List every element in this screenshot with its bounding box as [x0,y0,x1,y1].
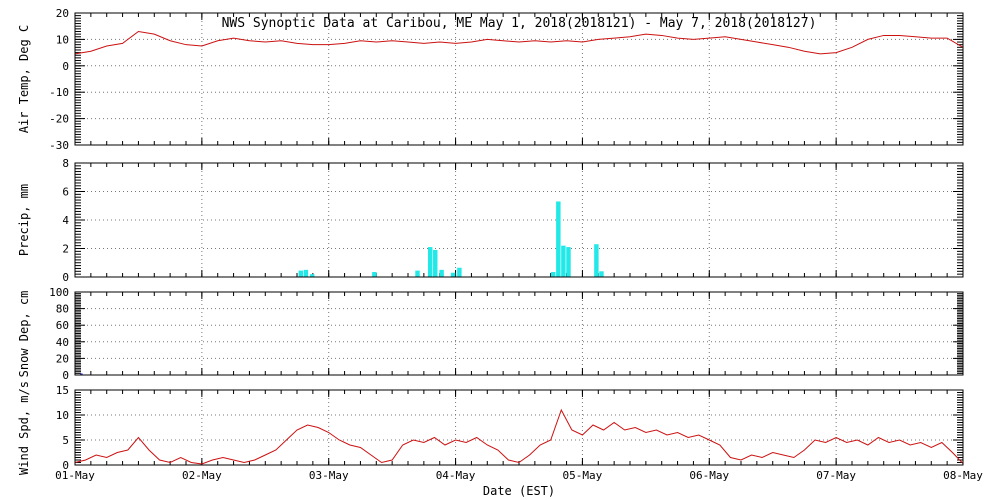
precip-bar [372,272,377,277]
snow-depth-bar [80,373,83,375]
x-tick-label: 06-May [689,469,729,482]
precip-bar [457,267,462,277]
y-tick-label: 6 [62,186,69,199]
y-tick-label: 0 [62,459,69,472]
precip-bar [566,247,571,277]
y-tick-label: 4 [62,214,69,227]
x-tick-label: 04-May [436,469,476,482]
y-tick-label: 0 [62,271,69,284]
x-tick-label: 07-May [816,469,856,482]
y-tick-label: 15 [56,384,69,397]
precip-bar [556,201,561,277]
y-tick-label: -10 [49,86,69,99]
wind-speed-series-line [74,408,964,465]
y-tick-label: 60 [56,319,69,332]
y-tick-label: 40 [56,336,69,349]
precip-bar [561,245,566,277]
y-tick-label: 0 [62,60,69,73]
y-tick-label: -30 [49,139,69,152]
x-tick-label: 01-May [55,469,95,482]
y-axis-label-wind-speed: Wind Spd, m/s [17,381,31,475]
precip-bar [415,270,420,277]
y-axis-label-air-temp: Air Temp, Deg C [17,24,31,134]
precip-bar [433,249,438,277]
y-tick-label: 20 [56,352,69,365]
y-tick-label: 10 [56,409,69,422]
precip-bar [594,244,599,277]
precip-bar [310,274,315,277]
x-tick-label: 03-May [309,469,349,482]
y-tick-label: 100 [49,286,69,299]
y-tick-label: 10 [56,33,69,46]
precip-bar [599,271,604,277]
x-tick-label: 02-May [182,469,222,482]
precip-bar [439,269,444,278]
x-tick-label: 05-May [563,469,603,482]
precip-bar [450,272,456,277]
y-axis-label-precip: Precip, mm [17,183,31,257]
y-tick-label: 80 [56,303,69,316]
x-axis-label: Date (EST) [482,484,556,498]
x-tick-label: 08-May [943,469,983,482]
y-tick-label: 5 [62,434,69,447]
precip-bar [427,247,433,277]
y-tick-label: 20 [56,7,69,20]
air-temp-series-line [74,30,964,55]
y-tick-label: 0 [62,369,69,382]
precip-bar [551,272,556,277]
y-tick-label: 2 [62,243,69,256]
precip-bar [303,269,309,278]
y-tick-label: 8 [62,157,69,170]
y-axis-label-snow-depth: Snow Dep, cm [17,290,31,378]
chart-title: NWS Synoptic Data at Caribou, ME May 1, … [221,16,817,31]
y-tick-label: -20 [49,113,69,126]
precip-bar [298,270,304,277]
